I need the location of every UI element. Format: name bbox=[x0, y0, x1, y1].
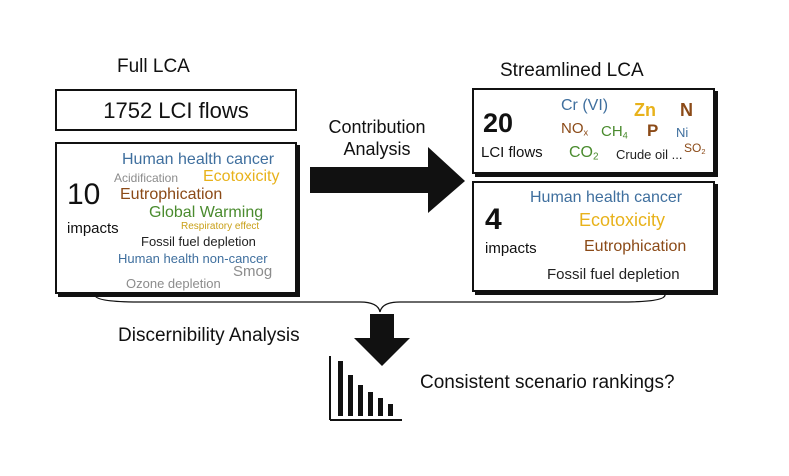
full-lca-impacts-count: 10 bbox=[67, 178, 101, 211]
bar-chart-icon bbox=[329, 356, 402, 421]
flow-ch4: CH4 bbox=[601, 123, 628, 140]
flow-p: P bbox=[647, 121, 659, 140]
flow-ni: Ni bbox=[676, 125, 689, 140]
flow-so2: SO2 bbox=[684, 141, 705, 156]
word-acidification: Acidification bbox=[114, 171, 179, 185]
flow-co2: CO2 bbox=[569, 144, 599, 162]
full-lca-impacts-label: impacts bbox=[67, 220, 119, 237]
flow-n: N bbox=[680, 100, 693, 120]
flow-nox: NOx bbox=[561, 120, 588, 137]
streamlined-impacts-count: 4 bbox=[485, 203, 502, 236]
contribution-line-1: Contribution bbox=[328, 117, 426, 137]
word-smog: Smog bbox=[233, 263, 273, 280]
streamlined-impacts-label: impacts bbox=[485, 240, 537, 257]
contribution-analysis-label: Contribution Analysis bbox=[312, 116, 442, 160]
flow-cr-vi: Cr (VI) bbox=[561, 97, 609, 114]
word-respiratory-effect: Respiratory effect bbox=[181, 221, 260, 232]
flow-so-sub: 2 bbox=[701, 146, 706, 156]
streamlined-lca-title: Streamlined LCA bbox=[500, 60, 644, 81]
word-ozone-depletion: Ozone depletion bbox=[126, 276, 221, 291]
full-lca-flows-box: 1752 LCI flows bbox=[55, 89, 297, 131]
flow-ch-text: CH bbox=[601, 123, 623, 140]
contribution-arrow bbox=[310, 147, 465, 213]
full-lca-impacts-box: 10 impacts Human health cancer Acidifica… bbox=[55, 142, 297, 294]
curly-bracket bbox=[94, 294, 666, 313]
streamlined-impacts-box: 4 impacts Human health cancer Ecotoxicit… bbox=[472, 181, 715, 292]
chart-icon-bar-1 bbox=[338, 361, 343, 416]
s-word-eutrophication: Eutrophication bbox=[584, 238, 687, 255]
s-word-human-health-cancer: Human health cancer bbox=[530, 189, 683, 206]
flow-co-text: CO bbox=[569, 144, 593, 161]
flow-zn: Zn bbox=[634, 100, 656, 120]
flow-crude-oil: Crude oil ... bbox=[616, 147, 683, 162]
flow-co-sub: 2 bbox=[593, 151, 599, 163]
discernibility-analysis-label: Discernibility Analysis bbox=[118, 325, 300, 346]
chart-icon-bar-2 bbox=[348, 375, 353, 416]
word-global-warming: Global Warming bbox=[149, 204, 264, 221]
flow-no-text: NO bbox=[561, 120, 584, 137]
word-eutrophication: Eutrophication bbox=[120, 186, 223, 203]
word-ecotoxicity: Ecotoxicity bbox=[203, 168, 280, 185]
word-human-health-cancer: Human health cancer bbox=[122, 151, 275, 168]
chart-icon-bar-4 bbox=[368, 392, 373, 416]
word-human-health-non-cancer: Human health non-cancer bbox=[118, 251, 268, 266]
flow-so-text: SO bbox=[684, 141, 702, 155]
flow-ch-sub: 4 bbox=[622, 130, 628, 141]
consistent-rankings-label: Consistent scenario rankings? bbox=[420, 372, 675, 393]
streamlined-flows-box: 20 LCI flows Cr (VI) Zn N NOx CH4 P Ni C… bbox=[472, 88, 715, 174]
full-lca-flows-label: 1752 LCI flows bbox=[103, 98, 249, 123]
discernibility-arrow bbox=[354, 314, 410, 366]
s-word-ecotoxicity: Ecotoxicity bbox=[579, 210, 666, 230]
word-fossil-fuel-depletion: Fossil fuel depletion bbox=[141, 234, 256, 249]
streamlined-flows-label: LCI flows bbox=[481, 144, 543, 161]
chart-icon-bar-6 bbox=[388, 404, 393, 416]
chart-icon-bar-3 bbox=[358, 385, 363, 416]
flow-no-sub: x bbox=[583, 127, 589, 138]
s-word-fossil-fuel-depletion: Fossil fuel depletion bbox=[547, 266, 680, 283]
streamlined-flows-count: 20 bbox=[483, 108, 514, 138]
contribution-line-2: Analysis bbox=[343, 139, 411, 159]
full-lca-title: Full LCA bbox=[117, 56, 190, 77]
chart-icon-bar-5 bbox=[378, 398, 383, 416]
